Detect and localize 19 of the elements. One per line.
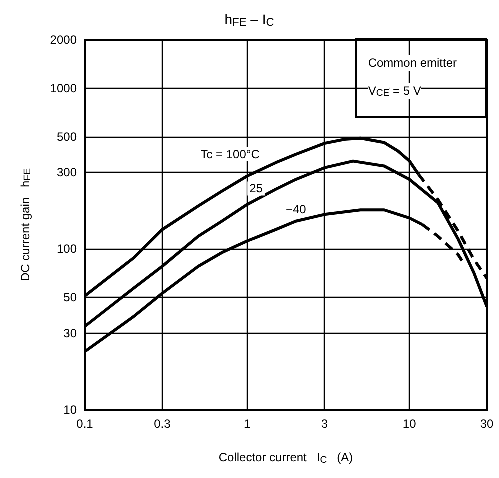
y-tick-label: 50: [64, 290, 78, 305]
y-tick-label: 100: [56, 242, 78, 256]
y-tick-label: 2000: [50, 33, 78, 47]
y-tick-label: 1000: [50, 81, 78, 96]
y-tick-label: 500: [56, 130, 78, 144]
y-tick-label: 30: [64, 326, 78, 340]
x-tick-label: 30: [480, 417, 494, 431]
x-tick-label: 1: [244, 417, 251, 431]
series-label: 25: [250, 182, 264, 196]
annotation: Common emitter: [368, 56, 458, 70]
y-tick-label: 10: [64, 403, 78, 417]
y-axis-title: DC current gain hFE: [18, 168, 34, 282]
x-tick-label: 0.1: [76, 417, 94, 431]
x-tick-label: 0.3: [154, 417, 172, 431]
x-tick-label: 3: [321, 417, 328, 431]
y-tick-label: 300: [56, 165, 78, 180]
x-tick-label: 10: [402, 417, 417, 431]
series-label: −40: [286, 202, 307, 216]
series-label: Tc = 100°C: [200, 147, 260, 162]
